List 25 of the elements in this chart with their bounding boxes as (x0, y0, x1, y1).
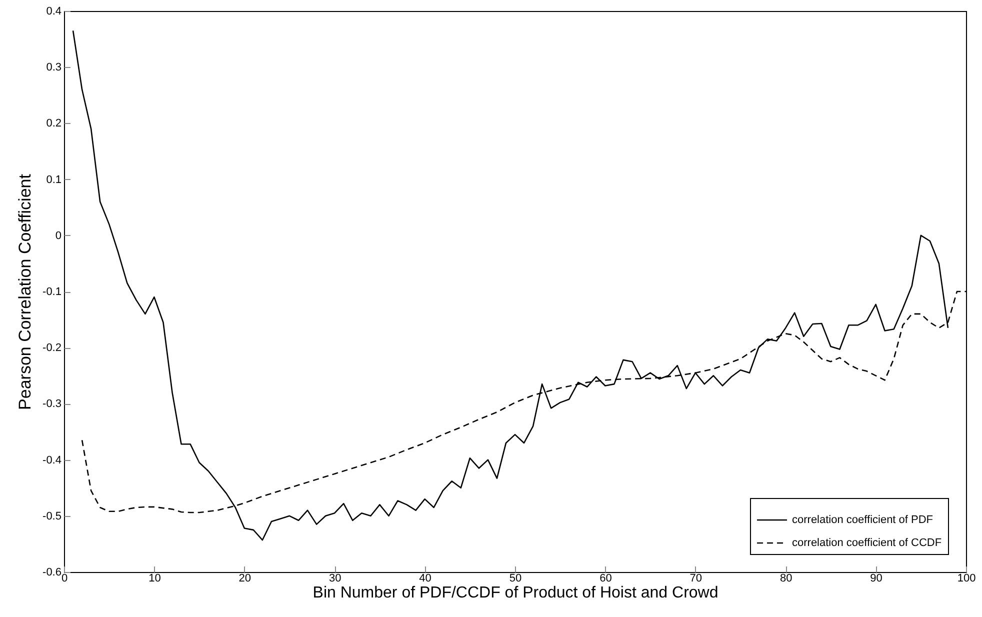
x-tick-label: 10 (148, 572, 161, 584)
y-tick-label: 0.1 (46, 174, 62, 186)
x-tick-label: 80 (780, 572, 792, 584)
x-axis-title: Bin Number of PDF/CCDF of Product of Hoist and Crowd (312, 584, 718, 602)
y-tick-label: 0.4 (46, 6, 62, 18)
y-tick-label: -0.1 (42, 286, 62, 298)
x-tick-label: 40 (419, 572, 432, 584)
y-tick-label: -0.3 (42, 398, 62, 410)
y-tick-label: 0.3 (46, 62, 62, 74)
legend-label: correlation coefficient of CCDF (792, 537, 942, 549)
x-tick-label: 30 (328, 572, 342, 584)
y-tick-label: -0.4 (42, 454, 62, 466)
x-tick-label: 60 (600, 572, 612, 584)
x-tick-label: 90 (870, 572, 882, 584)
y-tick-label: 0.2 (46, 118, 62, 130)
x-tick-label: 20 (238, 572, 252, 584)
y-tick-label: 0 (55, 230, 62, 242)
legend-label: correlation coefficient of PDF (792, 514, 934, 526)
y-tick-label: -0.2 (42, 342, 62, 354)
x-tick-label: 50 (509, 572, 522, 584)
y-tick-label: -0.5 (42, 510, 62, 522)
x-tick-label: 70 (690, 572, 702, 584)
x-tick-label: 100 (957, 572, 976, 584)
y-axis-title: Pearson Correlation Coefficient (16, 174, 35, 410)
y-tick-label: -0.6 (42, 566, 62, 578)
